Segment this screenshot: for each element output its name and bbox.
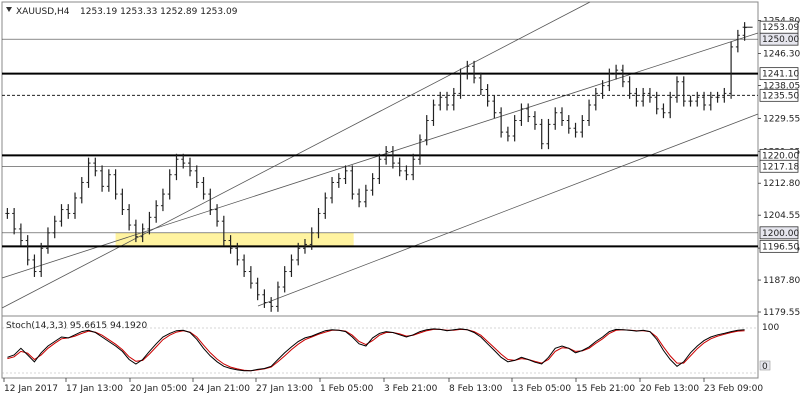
x-tick-label: 13 Feb 05:00 xyxy=(512,384,571,394)
x-tick-label: 20 Feb 13:00 xyxy=(640,384,699,394)
support-zone xyxy=(115,232,354,247)
level-box xyxy=(759,67,799,81)
y-tick-label: 1204.55 xyxy=(763,211,800,221)
x-tick-label: 23 Feb 09:00 xyxy=(704,384,763,394)
stoch-label: Stoch(14,3,3) 95.6615 94.1920 xyxy=(6,321,147,331)
x-tick-label: 17 Jan 13:00 xyxy=(66,384,123,394)
x-tick-label: 12 Jan 2017 xyxy=(4,384,58,394)
level-label: 1235.50 xyxy=(762,91,799,101)
level-box xyxy=(759,159,799,173)
channel-lower-line xyxy=(257,113,759,307)
ohlc-label: 1253.19 1253.33 1252.89 1253.09 xyxy=(80,7,238,17)
x-tick-label: 27 Jan 13:00 xyxy=(256,384,313,394)
y-tick-label: 1246.30 xyxy=(763,50,800,60)
x-tick-label: 8 Feb 13:00 xyxy=(449,384,503,394)
symbol-label: XAUUSD,H4 xyxy=(16,7,70,17)
level-label: 1196.50 xyxy=(762,242,799,252)
stoch-series xyxy=(7,328,745,372)
current-price-box-bg xyxy=(759,20,799,34)
level-label: 1220.00 xyxy=(762,151,799,161)
current-price-label: 1253.09 xyxy=(762,23,799,33)
stoch-level-low-box xyxy=(759,360,771,371)
chart-frame xyxy=(1,1,759,379)
level-box xyxy=(759,88,799,102)
horizontal-levels xyxy=(2,38,758,248)
stoch-main-line xyxy=(7,328,745,372)
y-tick-label: 1212.80 xyxy=(763,179,800,189)
level-box xyxy=(759,226,799,240)
x-tick-label: 15 Feb 21:00 xyxy=(576,384,635,394)
y-tick-label: 1238.05 xyxy=(763,81,800,91)
y-tick-label: 1187.80 xyxy=(763,276,800,286)
level-label: 1250.00 xyxy=(762,35,799,45)
x-tick-label: 3 Feb 21:00 xyxy=(384,384,438,394)
level-label: 1200.00 xyxy=(762,229,799,239)
level-box xyxy=(759,239,799,253)
x-tick-label: 1 Feb 05:00 xyxy=(320,384,374,394)
y-tick-label: 1179.55 xyxy=(763,308,800,318)
level-label: 1217.18 xyxy=(762,162,799,172)
x-tick-label: 20 Jan 05:00 xyxy=(130,384,187,394)
level-label: 1241.10 xyxy=(762,70,799,80)
time-axis: 12 Jan 2017 17 Jan 13:00 20 Jan 05:00 24 Ja… xyxy=(3,378,763,394)
current-price-box: 1253.09 xyxy=(759,20,799,34)
y-tick-label: 1229.55 xyxy=(763,114,800,124)
stoch-level-high-label: 100 xyxy=(762,323,779,333)
x-tick-label: 24 Jan 21:00 xyxy=(193,384,250,394)
price-series xyxy=(5,22,753,312)
stoch-level-low-label: 0 xyxy=(762,362,768,372)
collapse-triangle-icon[interactable] xyxy=(6,7,12,12)
